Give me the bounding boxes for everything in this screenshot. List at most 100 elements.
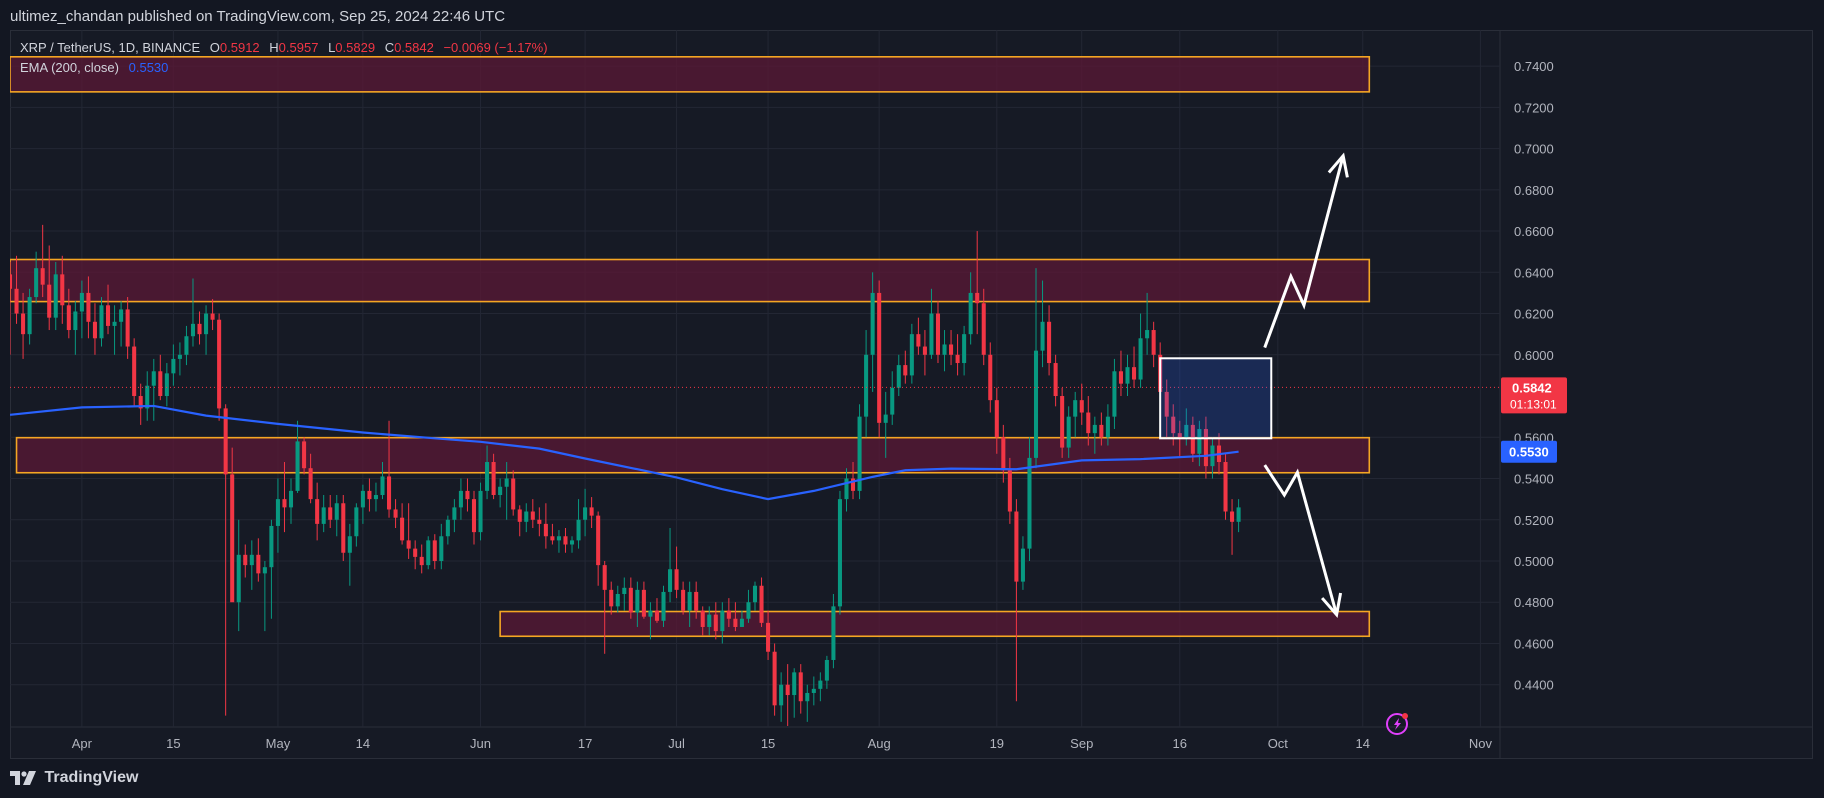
candle-body [981,303,986,355]
candle-body [177,354,182,359]
candle-body [217,319,222,409]
candle-body [79,292,84,312]
ema-row[interactable]: EMA (200, close) 0.5530 [20,58,548,78]
candle-body [471,499,477,533]
candle-body [504,478,509,487]
low-key: L [328,40,336,55]
candle-body [86,292,91,322]
candle-body [112,321,117,326]
price-tick-label: 0.6600 [1514,224,1554,239]
tradingview-brand[interactable]: TradingView [44,769,139,786]
candle-body [1190,424,1195,454]
candle-body [668,569,673,592]
candle-body [596,515,601,566]
candle-body [1164,391,1169,417]
candle-body [583,507,588,520]
time-tick-label: Aug [868,736,891,751]
candle-body [837,499,842,607]
candle-body [158,371,163,397]
candle-body [210,313,215,320]
price-chart[interactable]: 0.7400 0.7200 0.7000 0.6800 0.6600 0.6400 0.62… [10,30,1813,759]
candle-body [687,591,692,611]
candle-body [1184,424,1189,438]
candle-body [34,268,39,298]
ema-legend-value: 0.5530 [128,60,169,75]
candle-body [746,602,751,619]
time-tick-label: 16 [1173,736,1187,751]
candle-body [380,476,385,496]
candle-body [1079,400,1084,413]
symbol-row[interactable]: XRP / TetherUS, 1D, BINANCE O0.5912 H0.5… [20,38,548,58]
price-axis[interactable]: 0.7400 0.7200 0.7000 0.6800 0.6600 0.6400 0.62… [1514,59,1554,693]
candle-body [707,614,712,627]
candle-body [1033,350,1039,458]
candle-body [328,507,333,520]
replay-icon[interactable] [1386,713,1408,735]
consolidation-box[interactable] [1159,357,1273,440]
candle-body [106,305,111,326]
candle-body [883,414,888,423]
candle-body [851,478,856,491]
candle-body [713,614,718,632]
candle-body [752,585,758,603]
candle-body [498,486,503,496]
candle-body [563,536,568,545]
candle-body [798,672,803,702]
candle-body [1132,367,1137,380]
candle-body [171,358,176,374]
candle-body [426,540,431,566]
tradingview-logo-icon[interactable] [10,771,36,785]
candle-body [726,610,731,619]
symbol-title[interactable]: XRP / TetherUS, 1D, BINANCE [20,40,201,55]
candle-body [511,478,516,510]
candle-body [347,536,352,553]
price-tick-label: 0.6400 [1514,265,1554,280]
candle-body [393,509,398,518]
candle-body [132,346,137,397]
candle-body [805,692,810,702]
candle-body [576,519,581,541]
candle-body [73,311,78,331]
projection-arrows[interactable] [1263,152,1349,618]
open-value: 0.5912 [219,40,260,55]
candle-body [360,490,365,508]
candle-body [870,292,875,355]
time-axis[interactable]: Apr 15 May 14 Jun 17 Jul 15 Aug 19 Sep 16 Oct 14 Nov [72,736,1493,751]
candle-body [302,441,307,469]
candle-body [1236,507,1241,522]
candle-body [1007,470,1012,512]
price-tick-label: 0.6800 [1514,183,1554,198]
candle-body [119,309,124,322]
last-price-label: 0.5842 [1512,380,1552,395]
candle-body [674,569,679,590]
price-tick-label: 0.7000 [1514,142,1554,157]
sr-zone [10,258,1371,303]
candle-body [40,268,45,285]
candle-body [432,540,437,561]
candle-body [589,507,594,516]
ema-label[interactable]: EMA (200, close) [20,60,119,75]
candle-body [27,297,32,335]
candle-body [628,587,633,613]
candle-body [569,540,575,545]
candle-body [400,517,405,541]
candle-body [1112,371,1117,417]
candle-body [1020,548,1025,582]
candle-body [125,309,130,347]
candle-body [243,554,248,566]
candle-body [654,610,659,621]
projection-path-up [1263,155,1345,349]
candle-body [419,556,424,566]
candle-body [321,507,326,524]
candle-body [53,274,58,318]
candle-body [550,536,555,541]
candle-body [864,354,869,417]
candle-body [47,284,52,318]
candle-body [648,610,653,617]
time-tick-label: Apr [72,736,93,751]
candle-body [1099,424,1104,438]
high-value: 0.5957 [278,40,319,55]
change-value: −0.0069 (−1.17%) [443,40,548,55]
price-tick-label: 0.5400 [1514,472,1554,487]
candle-body [975,292,980,304]
